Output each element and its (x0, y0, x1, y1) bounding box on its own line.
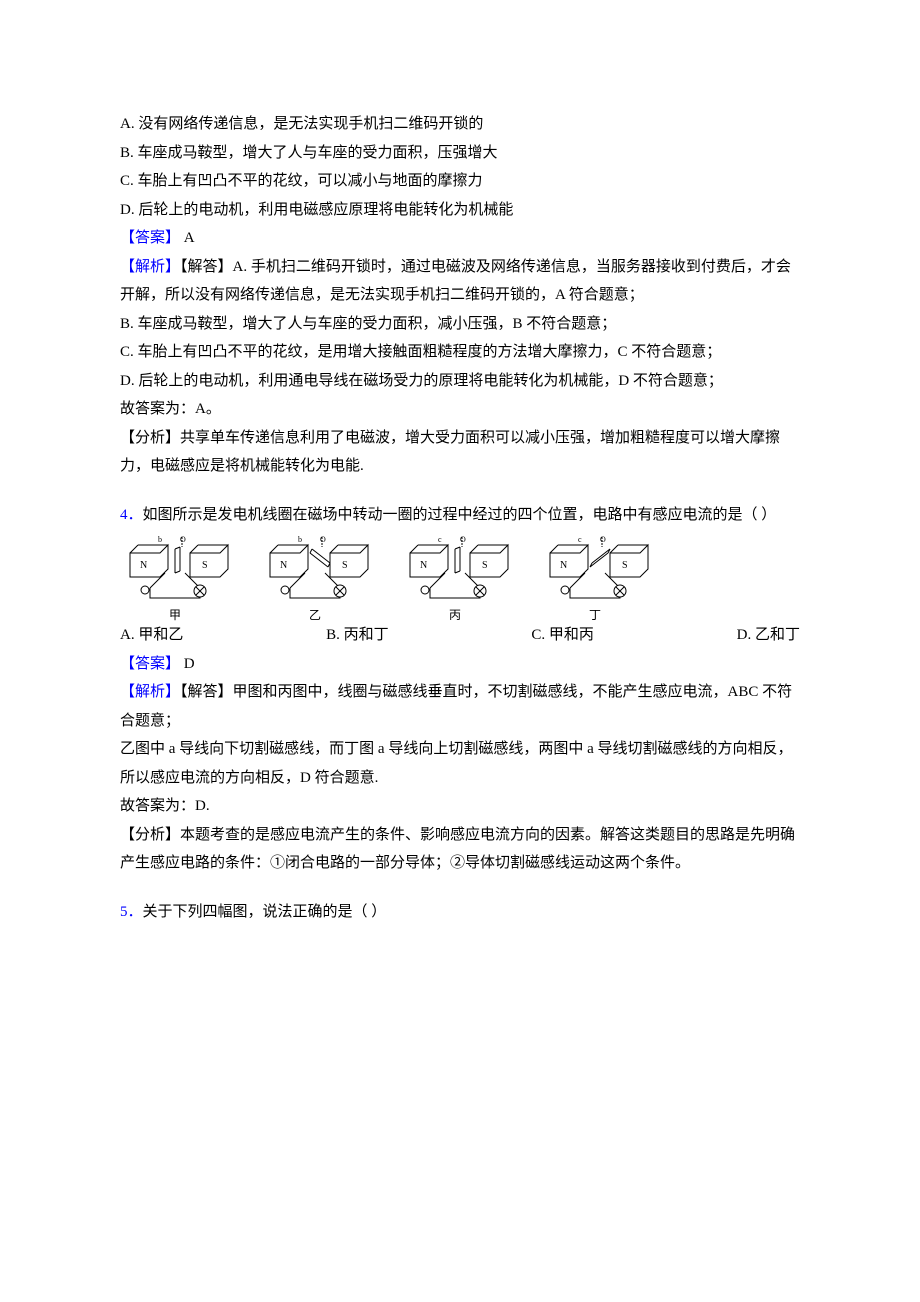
q4-option-b: B. 丙和丁 (326, 621, 389, 650)
answer-label: 【答案】 (120, 656, 180, 672)
q3-analysis-text-0: 【解答】A. 手机扫二维码开锁时，通过电磁波及网络传递信息，当服务器接收到付费后… (120, 259, 791, 304)
spacer (120, 878, 800, 898)
figure-bing: c O N S (400, 533, 510, 621)
svg-text:b: b (158, 535, 162, 544)
svg-text:N: N (560, 560, 567, 571)
q4-analysis-0: 【解析】【解答】甲图和丙图中，线圈与磁感线垂直时，不切割磁感线，不能产生感应电流… (120, 678, 800, 735)
q4-answer-value: D (184, 656, 195, 672)
q4-stem-text: 如图所示是发电机线圈在磁场中转动一圈的过程中经过的四个位置，电路中有感应电流的是… (143, 507, 777, 523)
q3-analysis-1: B. 车座成马鞍型，增大了人与车座的受力面积，减小压强，B 不符合题意； (120, 310, 800, 339)
spacer (120, 481, 800, 501)
svg-text:N: N (420, 560, 427, 571)
fenxi-label: 【分析】 (120, 827, 180, 843)
svg-text:O: O (600, 535, 606, 544)
q3-answer-value: A (184, 230, 195, 246)
figure-jia: b O N S (120, 533, 230, 621)
figure-caption-jia: 甲 (169, 609, 181, 621)
analysis-label: 【解析】 (120, 259, 180, 275)
generator-diagram-icon: b O N S (120, 533, 230, 608)
generator-diagram-icon: b O N S (260, 533, 370, 608)
q3-option-c: C. 车胎上有凹凸不平的花纹，可以减小与地面的摩擦力 (120, 167, 800, 196)
q3-answer-line: 【答案】 A (120, 224, 800, 253)
fenxi-label: 【分析】 (120, 430, 180, 446)
svg-text:S: S (622, 560, 628, 571)
svg-text:c: c (438, 535, 442, 544)
q4-fenxi-text: 本题考查的是感应电流产生的条件、影响感应电流方向的因素。解答这类题目的思路是先明… (120, 827, 795, 872)
svg-text:S: S (202, 560, 208, 571)
q3-option-d: D. 后轮上的电动机，利用电磁感应原理将电能转化为机械能 (120, 196, 800, 225)
figure-caption-bing: 丙 (449, 609, 461, 621)
q4-option-a: A. 甲和乙 (120, 621, 183, 650)
generator-diagram-icon: c O N S (540, 533, 650, 608)
q4-analysis-2: 故答案为：D. (120, 792, 800, 821)
q4-number: 4． (120, 507, 143, 523)
q3-analysis-0: 【解析】【解答】A. 手机扫二维码开锁时，通过电磁波及网络传递信息，当服务器接收… (120, 253, 800, 310)
svg-text:O: O (320, 535, 326, 544)
q4-answer-line: 【答案】 D (120, 650, 800, 679)
svg-text:c: c (578, 535, 582, 544)
q3-analysis-4: 故答案为：A。 (120, 395, 800, 424)
q3-analysis-2: C. 车胎上有凹凸不平的花纹，是用增大接触面粗糙程度的方法增大摩擦力，C 不符合… (120, 338, 800, 367)
svg-text:S: S (342, 560, 348, 571)
q4-options-row: A. 甲和乙 B. 丙和丁 C. 甲和丙 D. 乙和丁 (120, 621, 800, 650)
generator-diagram-icon: c O N S (400, 533, 510, 608)
figure-yi: b O N S (260, 533, 370, 621)
svg-text:O: O (460, 535, 466, 544)
figure-caption-ding: 丁 (589, 609, 601, 621)
q3-analysis-3: D. 后轮上的电动机，利用通电导线在磁场受力的原理将电能转化为机械能，D 不符合… (120, 367, 800, 396)
q4-analysis-1: 乙图中 a 导线向下切割磁感线，而丁图 a 导线向上切割磁感线，两图中 a 导线… (120, 735, 800, 792)
answer-label: 【答案】 (120, 230, 180, 246)
q4-stem: 4．如图所示是发电机线圈在磁场中转动一圈的过程中经过的四个位置，电路中有感应电流… (120, 501, 800, 530)
q4-option-c: C. 甲和丙 (531, 621, 594, 650)
figure-ding: c O N S (540, 533, 650, 621)
q3-option-a: A. 没有网络传递信息，是无法实现手机扫二维码开锁的 (120, 110, 800, 139)
q5-stem: 5．关于下列四幅图，说法正确的是（ ） (120, 898, 800, 927)
q4-analysis-text-0: 【解答】甲图和丙图中，线圈与磁感线垂直时，不切割磁感线，不能产生感应电流，ABC… (120, 684, 792, 729)
svg-text:S: S (482, 560, 488, 571)
q5-stem-text: 关于下列四幅图，说法正确的是（ ） (143, 904, 387, 920)
q5-number: 5． (120, 904, 143, 920)
q3-fenxi-text: 共享单车传递信息利用了电磁波，增大受力面积可以减小压强，增加粗糙程度可以增大摩擦… (120, 430, 780, 475)
svg-text:N: N (140, 560, 147, 571)
q3-option-b: B. 车座成马鞍型，增大了人与车座的受力面积，压强增大 (120, 139, 800, 168)
page-content: A. 没有网络传递信息，是无法实现手机扫二维码开锁的 B. 车座成马鞍型，增大了… (0, 0, 920, 1006)
svg-text:b: b (298, 535, 302, 544)
q4-option-d: D. 乙和丁 (737, 621, 800, 650)
q3-fenxi: 【分析】共享单车传递信息利用了电磁波，增大受力面积可以减小压强，增加粗糙程度可以… (120, 424, 800, 481)
svg-text:N: N (280, 560, 287, 571)
analysis-label: 【解析】 (120, 684, 180, 700)
svg-text:O: O (180, 535, 186, 544)
q4-fenxi: 【分析】本题考查的是感应电流产生的条件、影响感应电流方向的因素。解答这类题目的思… (120, 821, 800, 878)
figure-caption-yi: 乙 (309, 609, 321, 621)
q4-figure-row: b O N S (120, 533, 800, 621)
